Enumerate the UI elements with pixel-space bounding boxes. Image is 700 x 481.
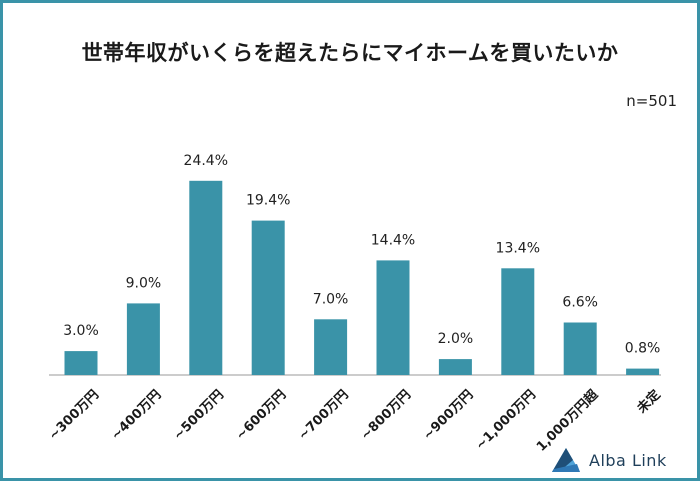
category-label-1: ~400万円: [109, 387, 165, 443]
value-label-0: 3.0%: [63, 323, 99, 339]
category-label-4: ~700万円: [296, 387, 352, 443]
category-label-2: ~500万円: [171, 387, 227, 443]
bars-group: 3.0% ~300万円 9.0% ~400万円 24.4% ~500万円 19.4% ~600…: [46, 153, 663, 455]
value-label-2: 24.4%: [184, 153, 228, 169]
value-label-8: 6.6%: [562, 295, 598, 311]
value-label-4: 7.0%: [313, 291, 349, 307]
category-label-5: ~800万円: [358, 387, 414, 443]
bar-4: [314, 319, 348, 375]
bar-0: [64, 351, 98, 375]
category-label-0: ~300万円: [46, 387, 102, 443]
category-label-6: ~900万円: [421, 387, 477, 443]
value-label-1: 9.0%: [126, 275, 162, 291]
value-label-3: 19.4%: [246, 193, 290, 209]
value-label-6: 2.0%: [438, 331, 474, 347]
value-label-5: 14.4%: [371, 232, 415, 248]
value-label-7: 13.4%: [496, 240, 540, 256]
brand-name: Alba Link: [589, 450, 667, 470]
sample-size: n=501: [626, 92, 677, 110]
category-label-3: ~600万円: [233, 387, 289, 443]
bar-5: [376, 260, 410, 375]
bar-8: [563, 322, 597, 375]
bar-3: [251, 220, 285, 375]
bar-7: [501, 268, 535, 375]
bar-chart: 3.0% ~300万円 9.0% ~400万円 24.4% ~500万円 19.4% ~600…: [46, 153, 663, 455]
bar-9: [626, 368, 660, 375]
category-label-9: 未定: [633, 387, 663, 417]
category-label-7: ~1,000万円: [473, 387, 539, 453]
bar-2: [189, 180, 223, 375]
alba-link-logo-icon: [552, 448, 580, 472]
value-label-9: 0.8%: [625, 341, 661, 357]
bar-6: [438, 359, 472, 375]
brand-logo: Alba Link: [551, 443, 667, 477]
chart-title: 世帯年収がいくらを超えたらにマイホームを買いたいか: [81, 41, 619, 65]
bar-1: [126, 303, 160, 375]
